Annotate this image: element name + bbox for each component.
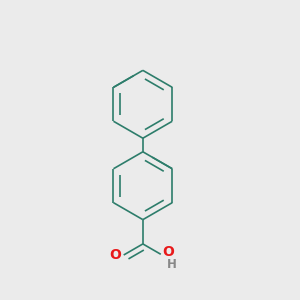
Text: O: O [163, 245, 175, 260]
Text: O: O [109, 248, 121, 262]
Text: H: H [167, 259, 176, 272]
